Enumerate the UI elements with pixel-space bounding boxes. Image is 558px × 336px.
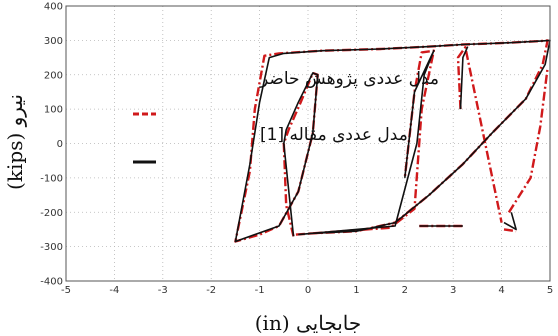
x-tick-label: -1 (255, 285, 265, 296)
x-tick-label: -2 (206, 285, 216, 296)
y-tick-label: -400 (40, 277, 63, 288)
y-tick-label: -200 (40, 208, 63, 219)
x-tick-label: -5 (61, 285, 71, 296)
legend-label-series-2: مدل عددی مقاله [1] (260, 125, 408, 145)
legend-label-series-1: مدل عددی پژوهش حاضر (259, 69, 439, 89)
y-tick-label: 400 (44, 2, 63, 13)
y-tick-label: 0 (57, 139, 63, 150)
x-tick-label: -3 (158, 285, 168, 296)
y-tick-label: 300 (44, 36, 63, 47)
y-axis-label: نیرو (kips) (3, 94, 27, 190)
x-tick-label: 0 (305, 285, 311, 296)
x-tick-label: 3 (450, 285, 456, 296)
x-tick-label: 4 (498, 285, 504, 296)
series-layer (234, 39, 551, 243)
legend: مدل عددی پژوهش حاضر مدل عددی مقاله [1] (133, 69, 439, 164)
x-tick-label: -4 (109, 285, 119, 296)
tick-labels: -5 -4 -3 -2 -1 0 1 2 3 4 5 -400 -300 -200 -100 0 100 200 3… (40, 2, 553, 297)
x-tick-label: 5 (547, 285, 553, 296)
y-tick-label: -100 (40, 173, 63, 184)
x-axis-label: جابجایی (in) (255, 311, 362, 335)
y-tick-label: 200 (44, 70, 63, 81)
plot-frame (65, 5, 551, 282)
series-line-2 (234, 39, 551, 243)
x-tick-label: 2 (402, 285, 408, 296)
x-tick-label: 1 (353, 285, 359, 296)
y-tick-label: -300 (40, 242, 63, 253)
y-tick-label: 100 (44, 105, 63, 116)
